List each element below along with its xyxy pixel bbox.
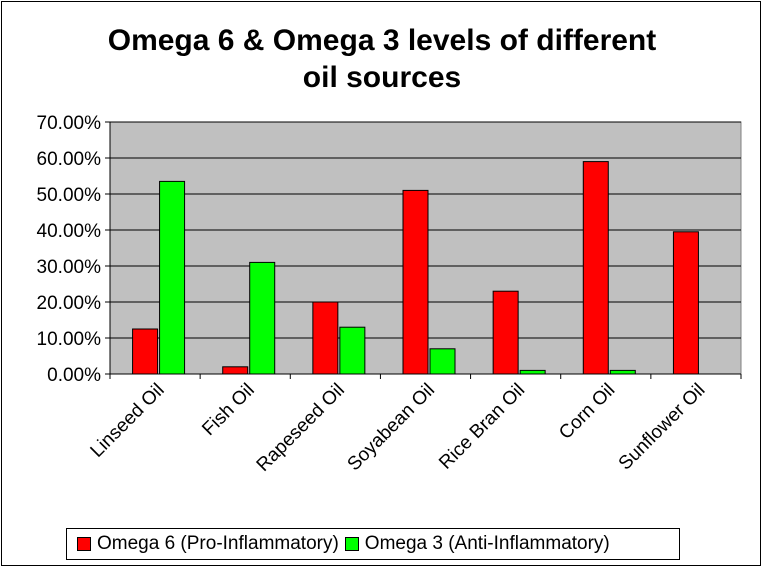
x-tick-label: Linseed Oil [87, 380, 169, 462]
x-tick-label: Sunflower Oil [615, 380, 710, 475]
legend: Omega 6 (Pro-Inflammatory) Omega 3 (Anti… [66, 528, 680, 560]
y-tick-label: 50.00% [37, 185, 102, 206]
chart-title-line-2: oil sources [302, 61, 462, 94]
bar-omega6 [492, 290, 519, 375]
bar-omega3 [249, 261, 276, 375]
bar-omega6 [132, 328, 159, 375]
legend-item-omega3: Omega 3 (Anti-Inflammatory) [344, 533, 610, 555]
bar-omega6 [582, 161, 609, 375]
legend-swatch-omega6 [77, 537, 91, 551]
bar-omega6 [222, 366, 249, 375]
x-tick-label: Corn Oil [555, 380, 619, 444]
legend-label-omega6: Omega 6 (Pro-Inflammatory) [97, 533, 339, 554]
x-tick-label: Rice Bran Oil [435, 380, 529, 474]
x-tick-label: Soyabean Oil [344, 380, 440, 476]
y-tick-label: 0.00% [47, 365, 101, 386]
y-tick-label: 60.00% [37, 149, 102, 170]
y-tick-label: 40.00% [37, 221, 102, 242]
bar-omega3 [609, 369, 636, 375]
bar-omega6 [312, 301, 339, 375]
y-tick-label: 10.00% [37, 329, 102, 350]
y-tick-label: 70.00% [37, 113, 102, 134]
bar-omega3 [429, 348, 456, 375]
legend-swatch-omega3 [344, 537, 359, 551]
bar-omega3 [159, 180, 186, 375]
bar-omega3 [339, 326, 366, 375]
chart-title-line-1: Omega 6 & Omega 3 levels of different [107, 24, 657, 57]
x-tick-label: Rapeseed Oil [253, 380, 349, 476]
legend-item-omega6: Omega 6 (Pro-Inflammatory) [77, 533, 339, 555]
legend-label-omega3: Omega 3 (Anti-Inflammatory) [364, 533, 610, 554]
y-tick-label: 20.00% [37, 293, 102, 314]
x-tick-label: Fish Oil [198, 380, 258, 440]
chart-title: Omega 6 & Omega 3 levels of different oi… [0, 22, 764, 96]
bar-omega3 [519, 369, 546, 375]
bar-omega6 [672, 231, 699, 375]
bar-omega6 [402, 189, 429, 375]
y-tick-label: 30.00% [37, 257, 102, 278]
